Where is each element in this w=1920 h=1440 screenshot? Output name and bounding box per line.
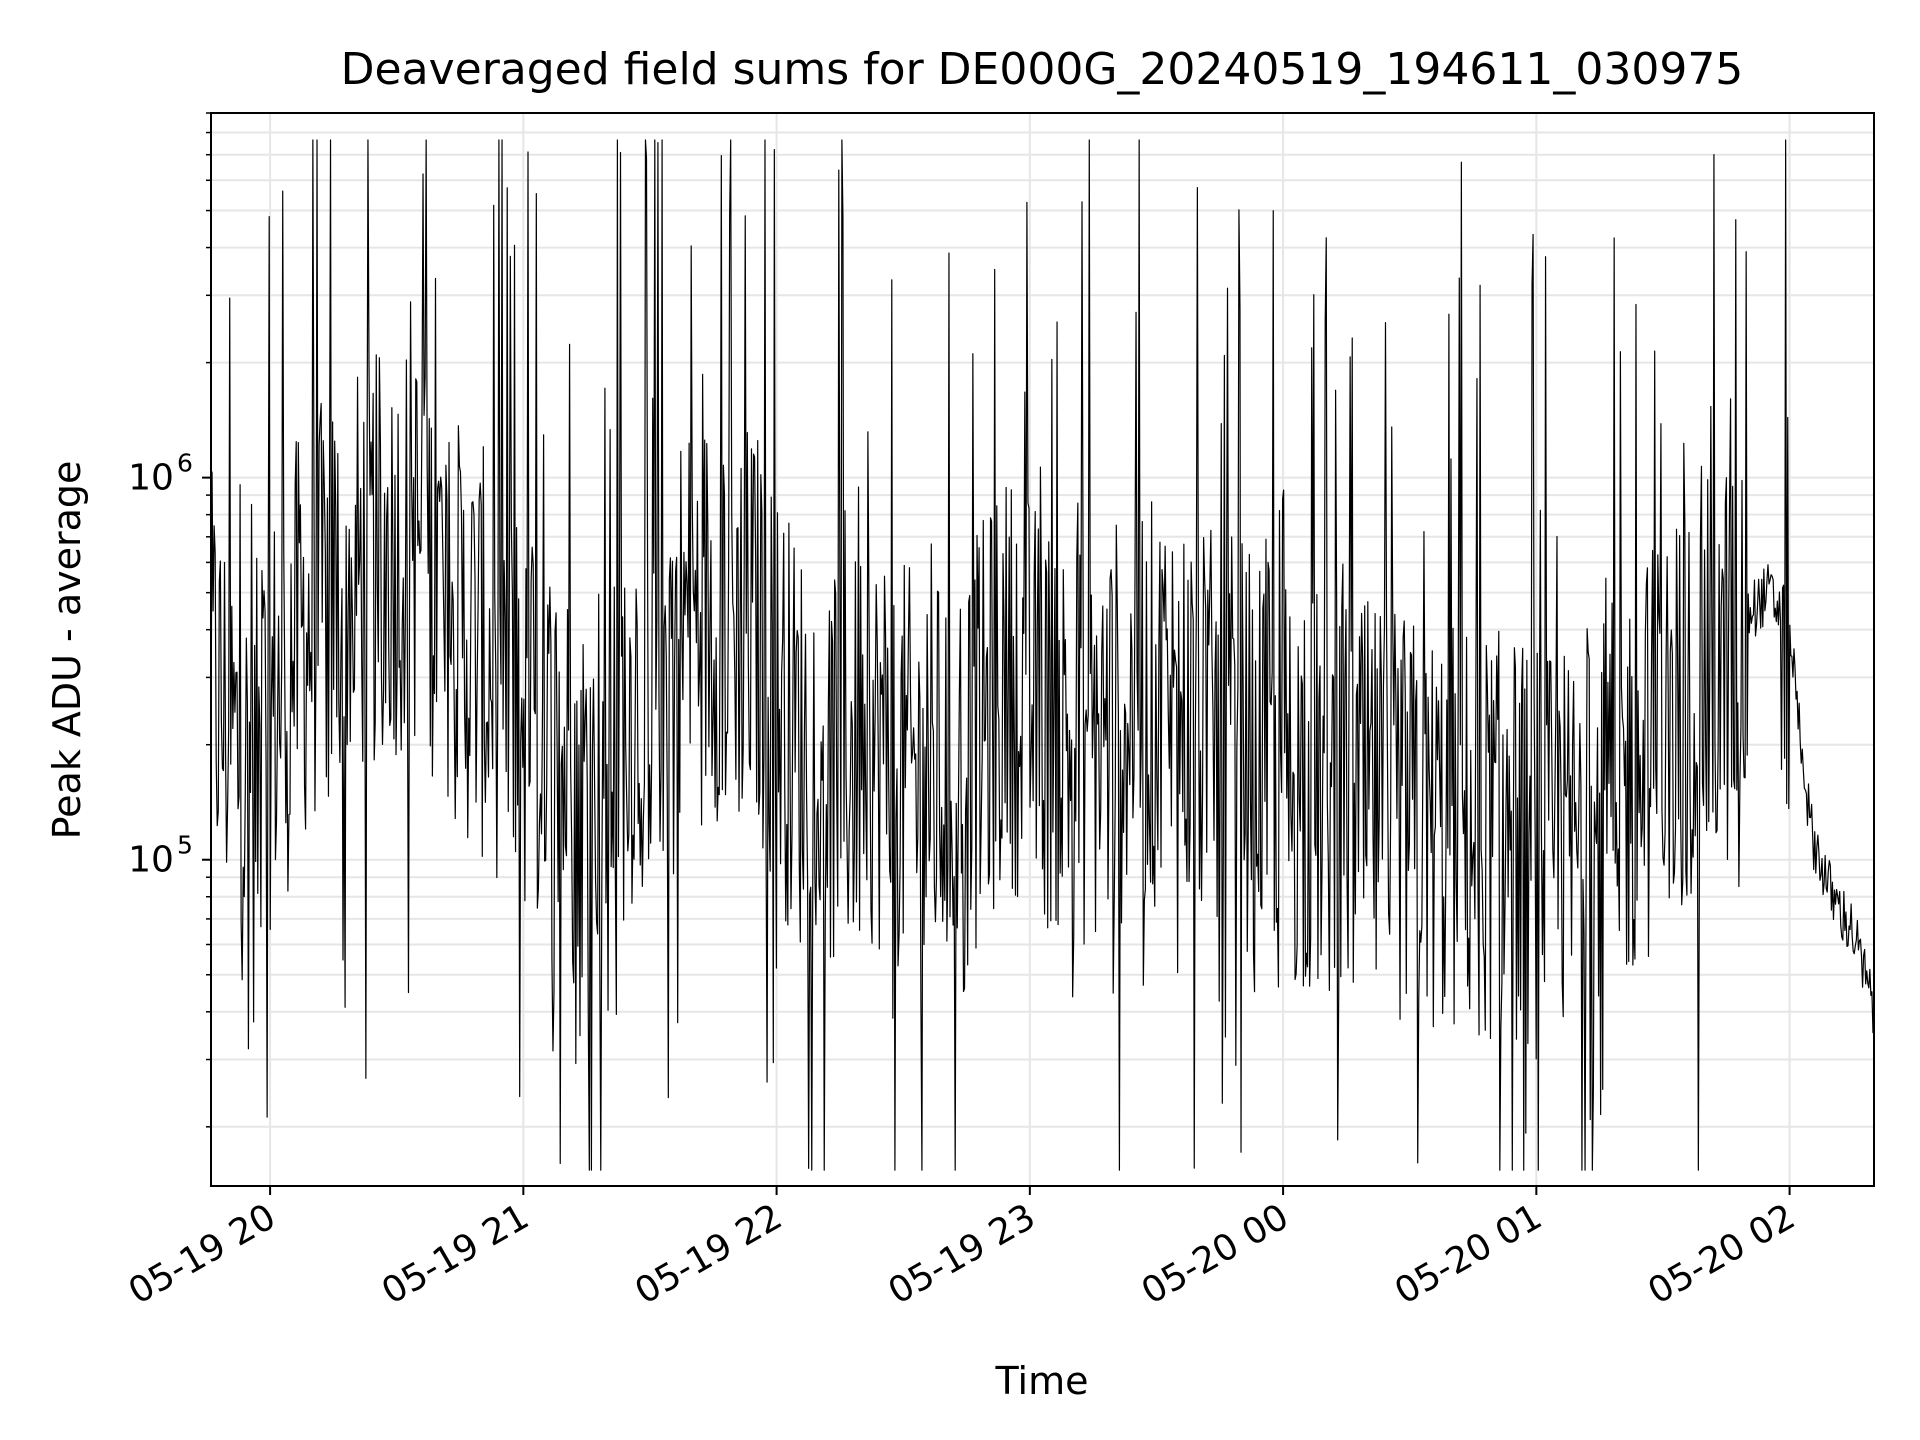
y-tick-label: 10 [128, 458, 174, 499]
series-line [210, 139, 1875, 1171]
chart-title: Deaveraged field sums for DE000G_2024051… [341, 44, 1744, 95]
x-axis-label: Time [995, 1359, 1089, 1403]
y-axis-label: Peak ADU - average [45, 461, 89, 840]
series-layer [210, 139, 1875, 1171]
plot-frame [210, 112, 1875, 1187]
y-tick-label: 10 [128, 840, 174, 881]
y-tick-exponent: 6 [177, 449, 193, 478]
y-tick-exponent: 5 [177, 831, 193, 860]
